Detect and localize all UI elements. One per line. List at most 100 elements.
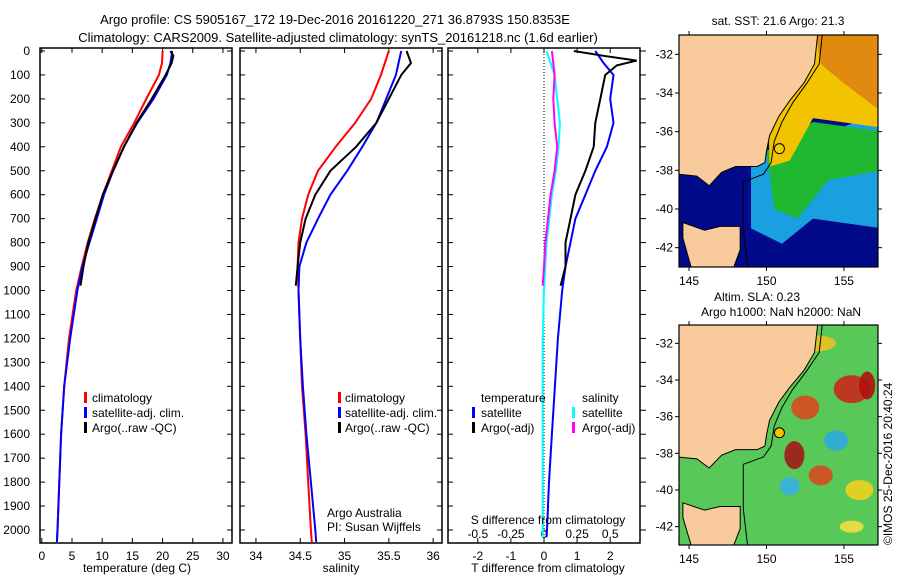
sla-anomaly-blob bbox=[791, 395, 820, 420]
legend-swatch-argo bbox=[84, 422, 87, 433]
lat-tick-label: -32 bbox=[656, 336, 674, 350]
y-tick-label: 200 bbox=[10, 92, 30, 106]
x-tick-label: 35.5 bbox=[377, 549, 401, 563]
lon-tick-label: 150 bbox=[756, 274, 776, 288]
x-tick-label: 25 bbox=[186, 549, 200, 563]
y-tick-label: 1100 bbox=[4, 307, 30, 321]
legend-label: climatology bbox=[92, 391, 152, 405]
lat-tick-label: -32 bbox=[656, 47, 674, 61]
sla-anomaly-blob bbox=[845, 480, 874, 500]
map-content bbox=[679, 35, 878, 267]
x-tick-label: 0 bbox=[541, 549, 548, 563]
lon-tick-label: 145 bbox=[679, 274, 699, 288]
sla-anomaly-blob bbox=[859, 371, 876, 400]
lat-tick-label: -38 bbox=[656, 446, 674, 460]
y-tick-label: 1500 bbox=[3, 403, 30, 417]
plot-frame bbox=[239, 47, 443, 544]
plot-frame bbox=[39, 47, 233, 544]
x-tick-label: -1 bbox=[506, 549, 517, 563]
lat-tick-label: -40 bbox=[656, 202, 674, 216]
legend-swatch-argo bbox=[338, 422, 341, 433]
x-tick-label: 35 bbox=[338, 549, 352, 563]
argo-position-marker bbox=[773, 427, 785, 439]
sla-map: 145 150 155 -32 -34 -36 -38 -40 -42 bbox=[656, 321, 882, 566]
x-tick-label: -2 bbox=[472, 549, 483, 563]
legend-label: satellite bbox=[481, 406, 522, 420]
series-line-climatology bbox=[296, 50, 390, 543]
lat-tick-label: -34 bbox=[656, 86, 674, 100]
lat-tick-label: -36 bbox=[656, 410, 674, 424]
legend-header-salinity: salinity bbox=[582, 391, 619, 405]
series-line-argo-raw-qc- bbox=[294, 50, 413, 286]
lon-tick-label: 150 bbox=[756, 552, 776, 566]
temperature-legend: climatology satellite-adj. clim. Argo(..… bbox=[84, 391, 184, 435]
sdiff-xlabel: S difference from climatology bbox=[471, 513, 626, 527]
series-line-satellite-adj-clim- bbox=[55, 50, 174, 543]
temperature-panel: 0 5 10 15 20 25 300100200300400500600700800900… bbox=[3, 44, 233, 563]
legend-label: satellite bbox=[582, 406, 623, 420]
legend-label: satellite-adj. clim. bbox=[92, 406, 184, 420]
legend-label: satellite-adj. clim. bbox=[345, 406, 437, 420]
series-line-t-argo-adj- bbox=[559, 50, 637, 286]
x-tick-label: 36 bbox=[426, 549, 440, 563]
lat-tick-label: -34 bbox=[656, 373, 674, 387]
y-tick-label: 1300 bbox=[3, 355, 30, 369]
x-tick-label: 15 bbox=[126, 549, 140, 563]
sla-anomaly-blob bbox=[824, 430, 849, 451]
sst-map-title: sat. SST: 21.6 Argo: 21.3 bbox=[712, 14, 845, 28]
x-tick-label: 5 bbox=[69, 549, 76, 563]
land-mainland bbox=[679, 35, 819, 187]
sst-map: 145 150 155 -32 -34 -36 -38 -40 -42 bbox=[656, 31, 882, 288]
legend-swatch-satellite bbox=[338, 407, 341, 418]
legend-swatch-s-argo bbox=[572, 422, 575, 433]
y-tick-label: 100 bbox=[10, 68, 30, 82]
y-tick-label: 900 bbox=[10, 260, 30, 274]
legend-swatch-climatology bbox=[84, 392, 87, 403]
y-tick-label: 500 bbox=[10, 164, 30, 178]
sla-anomaly-blob bbox=[808, 465, 833, 486]
ocean-hot bbox=[816, 35, 878, 109]
y-tick-label: 600 bbox=[10, 188, 30, 202]
y-tick-label: 1700 bbox=[3, 451, 30, 465]
lat-tick-label: -38 bbox=[656, 163, 674, 177]
y-tick-label: 300 bbox=[10, 116, 30, 130]
annotation-argo-australia: Argo Australia bbox=[327, 506, 402, 520]
salinity-legend: climatology satellite-adj. clim. Argo(..… bbox=[327, 391, 437, 534]
y-tick-label: 1000 bbox=[3, 284, 30, 298]
lat-tick-label: -42 bbox=[656, 520, 674, 534]
temperature-xlabel: temperature (deg C) bbox=[83, 561, 191, 575]
x-tick-label: 1 bbox=[574, 549, 581, 563]
lon-tick-label: 155 bbox=[834, 552, 854, 566]
difference-panel: -2 -1 0 1 2 -0.5 -0.25 0 0.25 0.5 bbox=[447, 47, 646, 563]
lat-tick-label: -36 bbox=[656, 125, 674, 139]
series-line-argo-raw-qc- bbox=[79, 50, 175, 286]
lon-tick-label: 155 bbox=[834, 274, 854, 288]
y-tick-label: 1900 bbox=[3, 499, 30, 513]
sla-anomaly-blob bbox=[839, 520, 864, 533]
s-tick-label: -0.25 bbox=[497, 527, 525, 541]
series-line-t-satellite bbox=[545, 50, 615, 538]
legend-label: climatology bbox=[345, 391, 405, 405]
sla-map-title-line1: Altim. SLA: 0.23 bbox=[714, 290, 800, 304]
map-content bbox=[679, 325, 878, 545]
x-tick-label: 0 bbox=[38, 549, 45, 563]
land-tasmania bbox=[682, 502, 741, 545]
y-tick-label: 1200 bbox=[3, 331, 30, 345]
legend-swatch-t-argo bbox=[472, 422, 475, 433]
s-tick-label: 0 bbox=[541, 527, 548, 541]
isobath-line bbox=[742, 35, 823, 267]
s-tick-label: 0.25 bbox=[565, 527, 589, 541]
y-tick-label: 800 bbox=[10, 236, 30, 250]
sla-anomaly-blob bbox=[784, 441, 805, 470]
imos-credit: ©IMOS 25-Dec-2016 20:40:24 bbox=[881, 382, 895, 545]
salinity-panel: 34 34.5 35 35.5 36 bbox=[239, 47, 443, 563]
difference-legend: temperature salinity satellite Argo(-adj… bbox=[472, 391, 635, 435]
legend-swatch-satellite bbox=[84, 407, 87, 418]
y-tick-label: 700 bbox=[10, 212, 30, 226]
y-tick-label: 1400 bbox=[3, 379, 30, 393]
map-frame bbox=[678, 324, 879, 546]
lat-tick-label: -40 bbox=[656, 483, 674, 497]
lon-tick-label: 145 bbox=[679, 552, 699, 566]
sla-anomaly-blob bbox=[779, 477, 800, 496]
legend-swatch-s-satellite bbox=[572, 407, 575, 418]
